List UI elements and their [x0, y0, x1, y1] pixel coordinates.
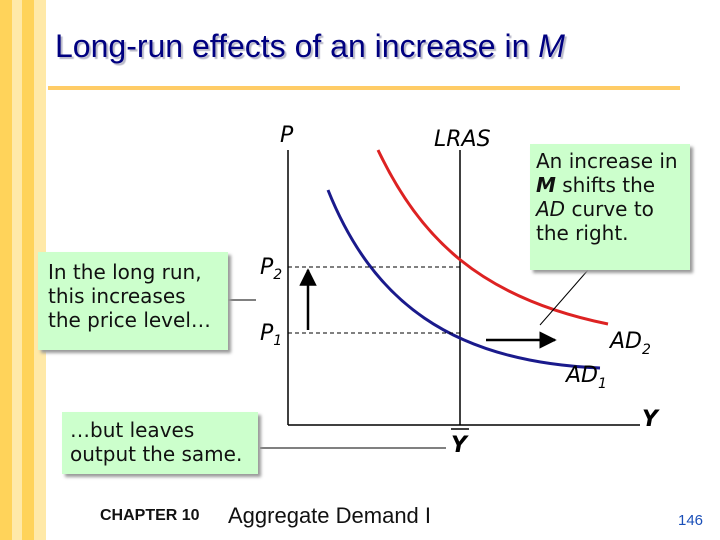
callout-line: the price level… [48, 308, 211, 332]
callout-line: the right. [536, 221, 629, 245]
y-axis-label: Y [642, 407, 660, 432]
ad2-label: AD2 [608, 329, 651, 358]
p-axis-label: P [280, 123, 294, 148]
slide-title: Long-run effects of an increase in M [55, 28, 565, 64]
callout-output-same: …but leaves output the same. [62, 412, 258, 474]
ad1-curve [326, 189, 601, 370]
footer-book-title: Aggregate Demand I [228, 503, 432, 528]
callout-increase-m: An increase in M shifts the AD curve to … [530, 144, 690, 270]
callout-line: M shifts the [536, 173, 656, 197]
footer-chapter: CHAPTER 10 [100, 507, 200, 524]
right-callout-leader [539, 269, 589, 326]
callout-line: In the long run, [48, 260, 202, 284]
callout-line: AD curve to [536, 197, 654, 221]
title-rule [48, 86, 680, 90]
p2-label: P2 [260, 255, 282, 283]
callout-line: …but leaves [70, 418, 195, 442]
ad2-curve [376, 149, 609, 326]
decorative-side-bar [0, 0, 46, 540]
ybar-label: Y [451, 433, 469, 458]
callout-line: this increases [48, 284, 186, 308]
title-symbol: M [538, 28, 565, 64]
ad1-label: AD1 [564, 363, 607, 392]
p1-label: P1 [260, 321, 282, 349]
callout-line: An increase in [536, 149, 678, 173]
page-number: 146 [678, 512, 704, 529]
callout-long-run: In the long run, this increases the pric… [38, 252, 228, 350]
lras-label: LRAS [434, 127, 491, 152]
callout-line: output the same. [70, 442, 243, 466]
